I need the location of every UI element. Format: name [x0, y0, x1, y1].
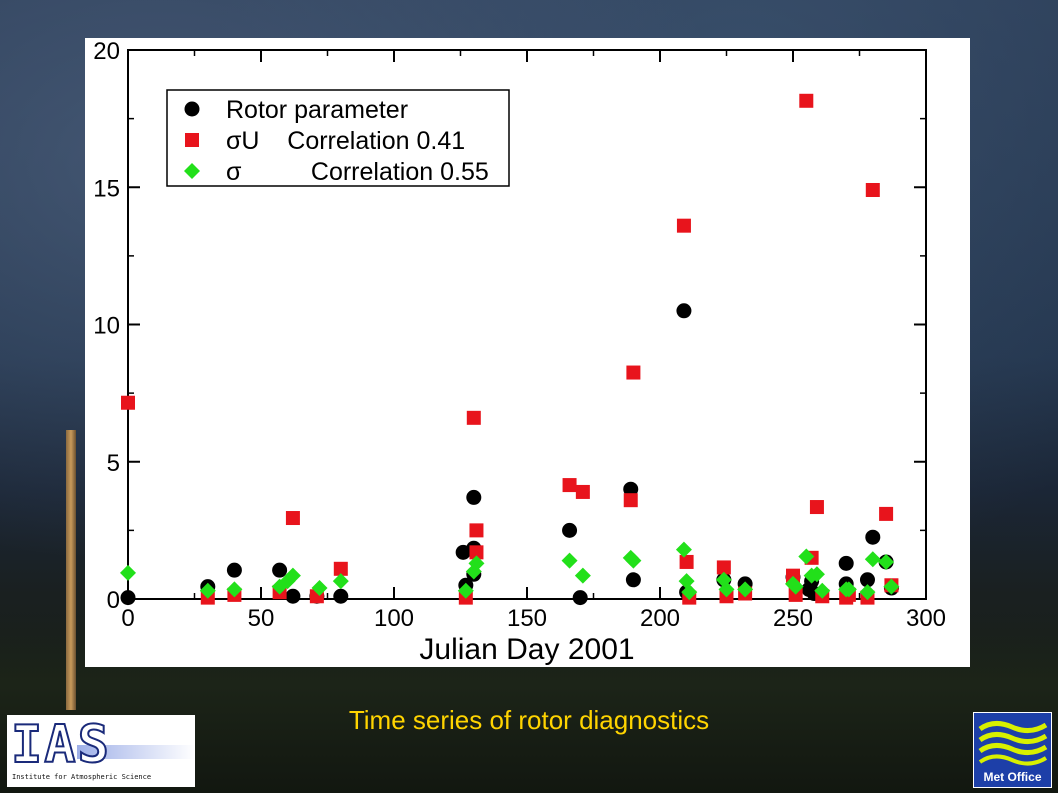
- data-point-circle: [226, 562, 242, 578]
- data-point-square: [799, 93, 814, 108]
- met-office-waves-icon: [978, 721, 1048, 766]
- data-point-square: [466, 410, 481, 425]
- legend-label: σ Correlation 0.55: [226, 158, 489, 186]
- data-point-diamond: [787, 578, 804, 595]
- data-point-circle: [272, 562, 288, 578]
- x-axis-label: Julian Day 2001: [419, 633, 634, 666]
- x-tick-label: 250: [773, 605, 813, 632]
- data-point-circle: [623, 481, 639, 497]
- data-point-square: [575, 484, 590, 499]
- data-point-diamond: [311, 580, 328, 597]
- data-point-diamond: [120, 564, 136, 581]
- ias-logo-bar: [77, 745, 195, 759]
- data-point-diamond: [737, 581, 754, 598]
- data-point-square: [679, 554, 694, 569]
- chart-panel: 0 50 100 150 200 250 300 0 5 10 15 20 Julian Day 200…: [85, 38, 970, 667]
- x-tick-label: 0: [121, 605, 134, 632]
- data-point-circle: [838, 555, 854, 571]
- y-tick-label: 15: [93, 175, 120, 202]
- data-point-diamond: [859, 584, 876, 601]
- data-point-diamond: [718, 581, 735, 598]
- data-point-square: [469, 545, 484, 560]
- data-point-square: [786, 568, 800, 583]
- ias-logo: IAS Institute for Atmospheric Science: [7, 715, 195, 787]
- scatter-chart: 0 50 100 150 200 250 300 0 5 10 15 20 Julian Day 200…: [93, 38, 946, 666]
- y-tick-label: 20: [93, 38, 120, 65]
- met-office-label: Met Office: [983, 770, 1042, 784]
- met-office-logo: Met Office: [973, 712, 1052, 788]
- legend-label: Rotor parameter: [226, 96, 408, 124]
- data-point-square: [469, 523, 484, 538]
- data-point-square: [626, 365, 641, 380]
- data-point-diamond: [840, 581, 857, 598]
- data-point-circle: [285, 588, 301, 604]
- x-tick-label: 300: [906, 605, 946, 632]
- data-point-square: [623, 493, 638, 508]
- data-point-diamond: [468, 555, 485, 572]
- x-tick-label: 50: [248, 605, 275, 632]
- data-point-circle: [676, 303, 692, 319]
- data-point-circle: [333, 588, 349, 604]
- data-point-diamond: [199, 582, 216, 599]
- data-point-circle: [572, 590, 588, 606]
- legend-marker-square: [185, 133, 199, 147]
- x-tick-label: 200: [640, 605, 680, 632]
- legend-marker-circle: [184, 101, 200, 117]
- data-point-diamond: [574, 567, 591, 584]
- x-tick-label: 100: [374, 605, 414, 632]
- data-point-square: [562, 478, 577, 493]
- data-point-diamond: [864, 551, 881, 568]
- data-point-diamond: [808, 566, 825, 583]
- data-point-diamond: [457, 582, 474, 599]
- background-mast: [66, 430, 76, 710]
- data-point-square: [788, 587, 803, 602]
- data-point-square: [716, 560, 731, 575]
- ias-logo-subtitle: Institute for Atmospheric Science: [12, 773, 152, 781]
- y-tick-label: 5: [107, 450, 120, 477]
- data-point-diamond: [878, 553, 895, 570]
- data-point-diamond: [625, 552, 642, 569]
- data-point-diamond: [561, 552, 578, 569]
- ias-logo-letters: IAS: [10, 715, 111, 775]
- legend-box: [166, 89, 510, 187]
- data-point-circle: [562, 522, 578, 538]
- y-tick-label: 0: [107, 587, 120, 614]
- data-point-diamond: [284, 567, 301, 584]
- data-point-diamond: [678, 573, 695, 590]
- data-point-square: [333, 561, 348, 576]
- data-point-circle: [120, 590, 136, 606]
- data-point-square: [809, 500, 824, 515]
- data-point-square: [285, 511, 300, 526]
- data-point-circle: [859, 572, 875, 588]
- legend-marker-diamond: [184, 163, 200, 179]
- data-point-square: [121, 395, 135, 410]
- y-tick-label: 10: [93, 313, 120, 340]
- data-point-diamond: [332, 573, 349, 590]
- data-point-diamond: [883, 578, 900, 595]
- data-point-square: [865, 182, 880, 197]
- data-point-circle: [466, 489, 482, 505]
- data-point-diamond: [681, 584, 698, 601]
- data-point-diamond: [675, 541, 692, 558]
- data-point-diamond: [814, 582, 831, 599]
- slide-caption: Time series of rotor diagnostics: [348, 705, 710, 735]
- legend-label: σU Correlation 0.41: [226, 127, 465, 155]
- data-point-square: [676, 218, 691, 233]
- data-point-diamond: [798, 548, 815, 565]
- data-point-diamond: [226, 581, 243, 598]
- data-point-circle: [625, 572, 641, 588]
- data-point-square: [879, 506, 894, 521]
- data-point-circle: [865, 529, 881, 545]
- x-tick-label: 150: [507, 605, 547, 632]
